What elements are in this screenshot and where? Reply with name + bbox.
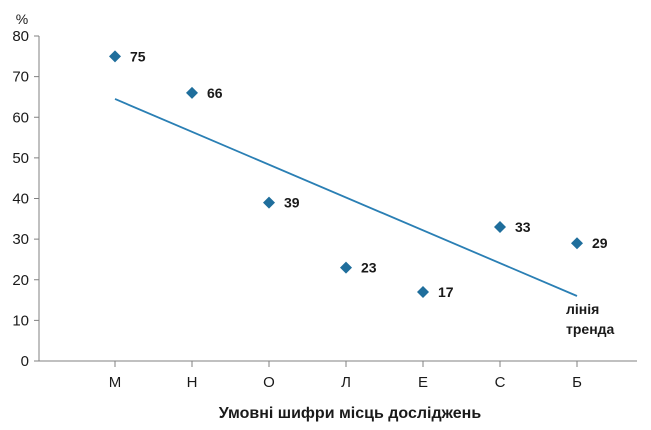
y-tick-label: 30 [12, 231, 29, 248]
data-point-label: 39 [284, 195, 300, 211]
y-tick-label: 0 [21, 353, 29, 370]
x-tick-label: М [109, 374, 122, 391]
x-tick-label: О [263, 374, 275, 391]
data-points [109, 50, 583, 298]
x-tick-label: Н [187, 374, 198, 391]
y-axis-unit-label: % [16, 11, 28, 27]
data-labels: 75 66 39 23 17 33 29 [130, 48, 608, 300]
y-tick-label: 80 [12, 28, 29, 45]
y-axis-ticks: 0 10 20 30 40 50 60 70 80 [12, 28, 39, 370]
y-tick-label: 20 [12, 272, 29, 289]
trend-line [114, 98, 578, 297]
data-point-label: 33 [515, 219, 531, 235]
x-tick-label: Б [572, 374, 582, 391]
y-tick-label: 40 [12, 191, 29, 208]
data-point-marker [263, 196, 275, 209]
x-tick-label: Л [341, 374, 351, 391]
x-tick-label: С [495, 374, 506, 391]
y-tick-label: 60 [12, 109, 29, 126]
data-point-label: 66 [207, 85, 223, 101]
data-point-marker [571, 237, 583, 250]
data-point-label: 17 [438, 284, 454, 300]
trend-line-label-line2: тренда [566, 321, 615, 337]
data-point-marker [417, 285, 429, 298]
y-tick-label: 10 [12, 312, 29, 329]
x-axis-title: Умовні шифри місць досліджень [219, 405, 482, 422]
trend-line-label-line1: лінія [566, 301, 599, 317]
x-tick-label: Е [418, 374, 428, 391]
data-point-label: 29 [592, 235, 608, 251]
data-point-marker [340, 261, 352, 274]
y-tick-label: 50 [12, 150, 29, 167]
data-point-marker [109, 50, 121, 63]
y-tick-label: 70 [12, 69, 29, 86]
data-point-label: 23 [361, 260, 377, 276]
data-point-label: 75 [130, 48, 146, 64]
data-point-marker [494, 220, 506, 233]
data-point-marker [186, 86, 198, 99]
